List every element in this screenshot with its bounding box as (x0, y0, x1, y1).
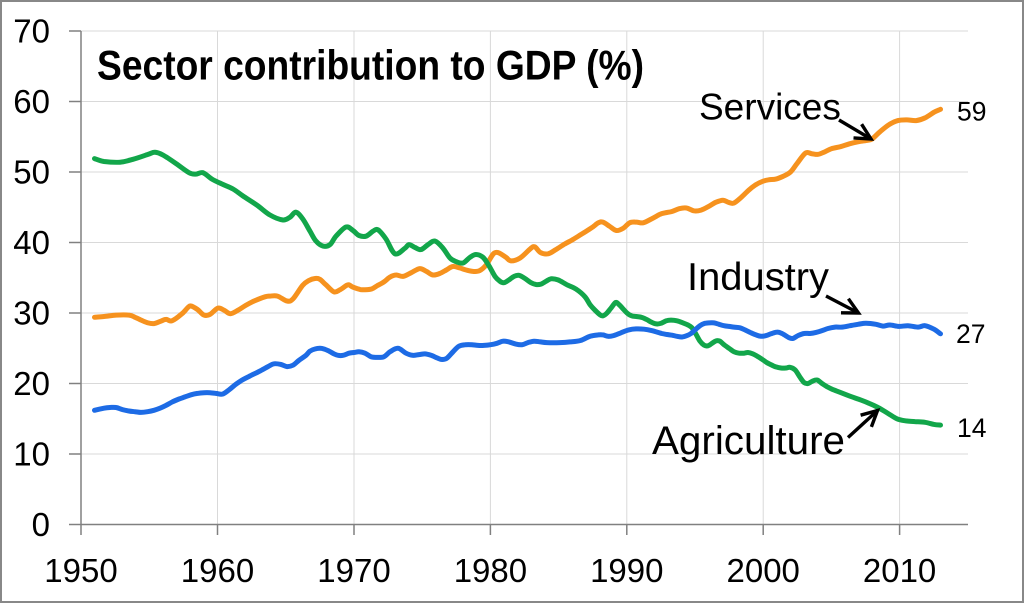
svg-text:Industry: Industry (687, 256, 830, 299)
svg-text:1950: 1950 (44, 552, 117, 589)
svg-text:Agriculture: Agriculture (652, 419, 845, 463)
svg-text:2010: 2010 (863, 552, 936, 589)
svg-text:14: 14 (957, 413, 986, 443)
svg-text:40: 40 (13, 224, 50, 261)
svg-text:20: 20 (13, 365, 50, 402)
svg-text:70: 70 (13, 13, 50, 50)
svg-text:10: 10 (13, 436, 50, 473)
svg-text:1980: 1980 (454, 552, 527, 589)
svg-text:2000: 2000 (726, 552, 799, 589)
svg-text:1970: 1970 (317, 552, 390, 589)
svg-text:0: 0 (32, 506, 50, 543)
svg-text:Sector contribution to GDP (%): Sector contribution to GDP (%) (97, 42, 644, 89)
svg-text:27: 27 (956, 319, 985, 349)
svg-text:60: 60 (13, 83, 50, 120)
svg-text:1960: 1960 (181, 552, 254, 589)
svg-text:30: 30 (13, 295, 50, 332)
svg-text:Services: Services (699, 87, 841, 128)
svg-text:59: 59 (957, 97, 986, 127)
svg-text:1990: 1990 (590, 552, 663, 589)
svg-text:50: 50 (13, 154, 50, 191)
